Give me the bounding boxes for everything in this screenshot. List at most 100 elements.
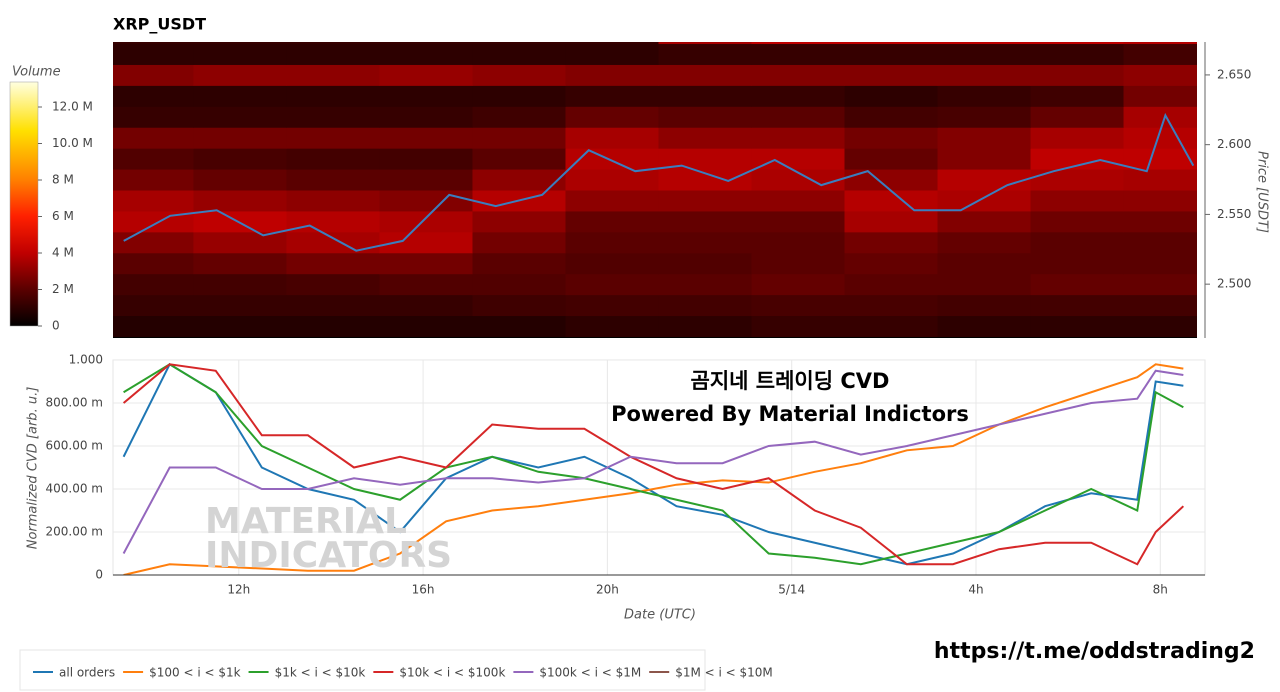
heat-cell <box>193 294 287 317</box>
heat-cell <box>472 273 566 296</box>
heat-cell <box>751 294 846 317</box>
heat-cell <box>286 190 380 212</box>
heat-cell <box>193 252 287 275</box>
heat-cell <box>565 190 659 212</box>
heat-cell <box>379 273 473 296</box>
heat-cell <box>193 64 287 86</box>
heat-cell <box>565 85 659 107</box>
x-tick-label: 16h <box>412 583 435 597</box>
heat-cell <box>1030 43 1125 65</box>
heat-cell <box>751 273 846 296</box>
y-tick-label: 2.550 <box>1217 207 1251 221</box>
y-tick-label: 2.650 <box>1217 67 1251 81</box>
legend-label: all orders <box>59 666 115 680</box>
heat-cell <box>565 169 659 191</box>
heat-cell <box>658 210 752 233</box>
heat-cell <box>193 43 287 65</box>
legend-label: $10k < i < $100k <box>399 666 505 680</box>
heat-cell <box>379 42 473 45</box>
heat-cell <box>751 315 846 337</box>
x-tick-label: 12h <box>227 583 250 597</box>
heat-cell <box>379 231 473 254</box>
heat-cell <box>658 106 752 128</box>
x-tick-label: 20h <box>596 583 619 597</box>
colorbar-tick-label: 4 M <box>52 246 74 260</box>
cvd-line <box>123 363 1184 566</box>
heat-cell <box>844 106 939 128</box>
heat-cell <box>658 42 752 45</box>
heat-cell <box>565 106 659 128</box>
heat-cell <box>658 85 752 107</box>
heat-cell <box>937 190 1032 212</box>
heat-cell <box>844 315 939 337</box>
heat-cell <box>565 273 659 296</box>
cvd-line <box>122 363 1185 566</box>
heat-cell <box>844 273 939 296</box>
heat-cell <box>286 169 380 191</box>
heat-cell <box>286 273 380 296</box>
heat-cell <box>472 127 566 149</box>
heat-cell <box>379 210 473 233</box>
heat-cell <box>565 148 659 170</box>
heat-cell <box>286 294 380 317</box>
heat-cell <box>472 85 566 107</box>
x-tick-label: 5/14 <box>778 583 805 597</box>
heat-cell <box>844 43 939 65</box>
heat-cell <box>658 231 752 254</box>
colorbar-tick-label: 6 M <box>52 209 74 223</box>
heat-cell <box>1123 106 1197 128</box>
heat-cell <box>113 315 194 337</box>
heat-cell <box>1123 85 1197 107</box>
y-tick-label: 400.00 m <box>46 482 104 496</box>
y-axis-label: Price [USDT] <box>1255 151 1270 233</box>
heat-cell <box>113 42 194 45</box>
heat-cell <box>751 231 846 254</box>
heat-cell <box>193 106 287 128</box>
heat-cell <box>937 294 1032 317</box>
heat-cell <box>1030 315 1125 337</box>
heat-cell <box>113 106 194 128</box>
heat-cell <box>751 64 846 86</box>
heat-cell <box>844 85 939 107</box>
heat-cell <box>751 106 846 128</box>
heat-cell <box>844 252 939 275</box>
heat-cell <box>658 43 752 65</box>
heat-cell <box>1123 273 1197 296</box>
heat-cell <box>472 148 566 170</box>
y-axis-label: Normalized CVD [arb. u.] <box>26 387 41 550</box>
heat-cell <box>286 127 380 149</box>
cvd-line <box>123 363 1184 575</box>
heat-cell <box>937 210 1032 233</box>
colorbar-tick-label: 8 M <box>52 173 74 187</box>
heat-cell <box>472 64 566 86</box>
heat-cell <box>113 43 194 65</box>
heat-cell <box>1123 231 1197 254</box>
heat-cell <box>1030 294 1125 317</box>
heat-cell <box>113 85 194 107</box>
heat-cell <box>193 127 287 149</box>
heat-cell <box>379 169 473 191</box>
heat-cell <box>113 231 194 254</box>
cvd-line <box>122 369 1184 554</box>
watermark: INDICATORS <box>205 535 452 576</box>
heat-cell <box>286 43 380 65</box>
heat-cell <box>565 294 659 317</box>
heat-cell <box>1030 190 1125 212</box>
legend-label: $1k < i < $10k <box>275 666 366 680</box>
colorbar <box>9 81 39 327</box>
heat-cell <box>472 315 566 337</box>
heat-cell <box>1123 315 1197 337</box>
heat-cell <box>844 231 939 254</box>
heat-cell <box>658 64 752 86</box>
heat-cell <box>1030 64 1125 86</box>
heat-cell <box>193 190 287 212</box>
heat-cell <box>658 273 752 296</box>
heat-cell <box>844 169 939 191</box>
overlay-title: 곰지네 트레이딩 CVD <box>691 369 890 393</box>
heat-cell <box>379 43 473 65</box>
heat-cell <box>937 127 1032 149</box>
heat-cell <box>1030 85 1125 107</box>
heat-cell <box>113 190 194 212</box>
heat-cell <box>472 231 566 254</box>
